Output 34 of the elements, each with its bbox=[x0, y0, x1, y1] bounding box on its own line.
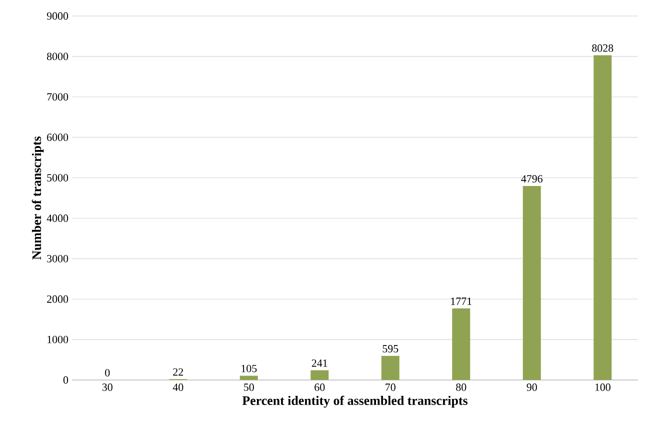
x-tick-label: 100 bbox=[595, 384, 610, 391]
x-axis-title: Percent identity of assembled transcripts bbox=[242, 396, 468, 408]
x-tick-label: 60 bbox=[314, 384, 325, 391]
bar bbox=[522, 186, 541, 380]
data-label: 4796 bbox=[521, 175, 543, 183]
y-tick-label: 1000 bbox=[48, 336, 68, 344]
y-tick-label: 2000 bbox=[47, 295, 68, 303]
data-label: 22 bbox=[173, 368, 183, 376]
data-label: 595 bbox=[382, 345, 398, 352]
data-label: 241 bbox=[312, 359, 328, 367]
y-tick-label: 9000 bbox=[46, 12, 68, 20]
y-axis-title: Number of transcripts bbox=[32, 136, 44, 260]
y-tick-label: 8000 bbox=[46, 52, 68, 60]
bar bbox=[452, 308, 470, 380]
bar bbox=[381, 356, 400, 380]
y-tick-label: 3000 bbox=[47, 254, 68, 262]
data-label: 8028 bbox=[592, 44, 614, 52]
data-label: 0 bbox=[105, 369, 110, 376]
bar bbox=[310, 370, 329, 380]
x-tick-label: 80 bbox=[456, 384, 466, 391]
x-tick-label: 50 bbox=[244, 384, 254, 391]
data-label: 1771 bbox=[451, 298, 472, 305]
bar bbox=[594, 55, 612, 380]
y-tick-label: 5000 bbox=[47, 174, 68, 182]
bar bbox=[240, 376, 258, 380]
y-tick-label: 4000 bbox=[46, 214, 68, 222]
x-tick-label: 70 bbox=[386, 384, 396, 391]
data-label: 105 bbox=[242, 364, 257, 372]
x-tick-label: 30 bbox=[102, 384, 112, 391]
x-tick-label: 40 bbox=[172, 384, 184, 391]
x-tick-label: 90 bbox=[526, 384, 537, 391]
y-tick-label: 7000 bbox=[47, 93, 68, 101]
y-tick-label: 6000 bbox=[47, 134, 68, 142]
y-tick-label: 0 bbox=[63, 376, 68, 384]
